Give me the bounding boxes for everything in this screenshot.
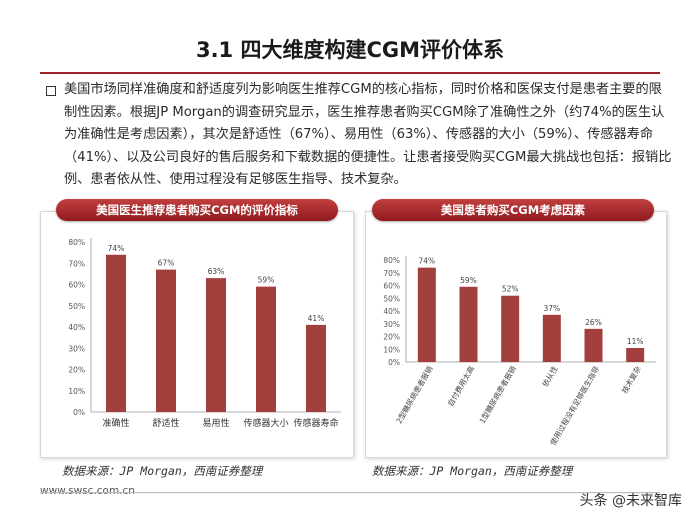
doctor-value-label: 63% bbox=[208, 267, 225, 276]
patient-category-label: 技术复杂 bbox=[619, 364, 643, 395]
source-note-doctor: 数据来源：JP Morgan，西南证券整理 bbox=[62, 464, 263, 478]
watermark-text: 头条 @未来智库 bbox=[579, 493, 682, 509]
patient-value-label: 11% bbox=[627, 337, 644, 346]
doctor-bar bbox=[106, 254, 126, 412]
doctor-value-label: 67% bbox=[158, 259, 175, 268]
doctor-ytick-label: 50% bbox=[68, 302, 85, 311]
patient-ytick-label: 20% bbox=[383, 333, 400, 342]
doctor-ytick-label: 0% bbox=[73, 408, 85, 417]
patient-category-label: 依从性 bbox=[540, 364, 560, 389]
patient-ytick-label: 70% bbox=[383, 269, 400, 278]
doctor-criteria-chart: 0% 10% 20% 30% 40% 50% 60% 70% 80% 74% 准确性 67% 舒适性 63… bbox=[68, 238, 341, 429]
source-note-patient: 数据来源：JP Morgan，西南证券整理 bbox=[372, 464, 573, 478]
patient-ytick-label: 0% bbox=[388, 358, 400, 367]
chart-panel-patient: 0% 10% 20% 30% 40% 50% 60% 70% 80% 74% 2型糖尿病患者报销 59… bbox=[365, 211, 667, 458]
bullet-square-icon bbox=[46, 86, 56, 96]
doctor-ytick-label: 70% bbox=[68, 259, 85, 268]
patient-bar bbox=[417, 267, 436, 362]
patient-category-label: 自付费用太高 bbox=[445, 364, 476, 408]
doctor-bar bbox=[156, 269, 176, 412]
patient-category-label: 使用过程没有足够医生指导 bbox=[548, 364, 602, 447]
patient-bar bbox=[542, 314, 561, 362]
patient-ytick-label: 10% bbox=[383, 345, 400, 354]
patient-ytick-label: 40% bbox=[383, 307, 400, 316]
patient-value-label: 26% bbox=[585, 318, 602, 327]
chart-title-doctor: 美国医生推荐患者购买CGM的评价指标 bbox=[56, 199, 338, 221]
footer-divider bbox=[40, 492, 660, 494]
patient-bar bbox=[584, 328, 603, 362]
doctor-ytick-label: 40% bbox=[68, 323, 85, 332]
doctor-value-label: 41% bbox=[308, 314, 325, 323]
patient-category-label: 2型糖尿病患者报销 bbox=[394, 364, 435, 426]
body-paragraph: 美国市场同样准确度和舒适度列为影响医生推荐CGM的核心指标，同时价格和医保支付是… bbox=[64, 82, 672, 187]
doctor-value-label: 59% bbox=[258, 276, 275, 285]
footer-url: www.swsc.com.cn bbox=[40, 485, 135, 497]
patient-value-label: 37% bbox=[543, 304, 560, 313]
doctor-category-label: 准确性 bbox=[102, 417, 129, 429]
patient-ytick-label: 50% bbox=[383, 294, 400, 303]
doctor-category-label: 舒适性 bbox=[152, 417, 179, 429]
doctor-category-label: 传感器大小 bbox=[243, 417, 288, 429]
doctor-category-label: 易用性 bbox=[202, 417, 229, 429]
doctor-ytick-label: 80% bbox=[68, 238, 85, 247]
doctor-ytick-label: 30% bbox=[68, 344, 85, 353]
doctor-ytick-label: 20% bbox=[68, 366, 85, 375]
patient-factors-chart: 0% 10% 20% 30% 40% 50% 60% 70% 80% 74% 2型糖尿病患者报销 59… bbox=[383, 256, 656, 447]
chart-title-patient: 美国患者购买CGM考虑因素 bbox=[372, 199, 654, 221]
patient-ytick-label: 80% bbox=[383, 256, 400, 265]
patient-category-label: 1型糖尿病患者报销 bbox=[477, 364, 518, 426]
patient-value-label: 52% bbox=[502, 285, 519, 294]
page-title: 3.1 四大维度构建CGM评价体系 bbox=[195, 38, 505, 62]
title-divider bbox=[40, 72, 660, 74]
doctor-bar bbox=[206, 278, 226, 412]
doctor-category-label: 传感器寿命 bbox=[293, 417, 338, 429]
patient-bar bbox=[626, 347, 645, 362]
patient-ytick-label: 30% bbox=[383, 320, 400, 329]
doctor-ytick-label: 60% bbox=[68, 281, 85, 290]
patient-bar bbox=[459, 286, 478, 362]
doctor-ytick-label: 10% bbox=[68, 387, 85, 396]
doctor-value-label: 74% bbox=[108, 244, 125, 253]
doctor-bar bbox=[306, 324, 326, 412]
patient-ytick-label: 60% bbox=[383, 282, 400, 291]
patient-value-label: 59% bbox=[460, 276, 477, 285]
doctor-bar bbox=[256, 286, 276, 412]
patient-value-label: 74% bbox=[418, 257, 435, 266]
patient-bar bbox=[501, 295, 520, 362]
chart-panel-doctor: 0% 10% 20% 30% 40% 50% 60% 70% 80% 74% 准确性 67% 舒适性 63… bbox=[40, 211, 354, 458]
